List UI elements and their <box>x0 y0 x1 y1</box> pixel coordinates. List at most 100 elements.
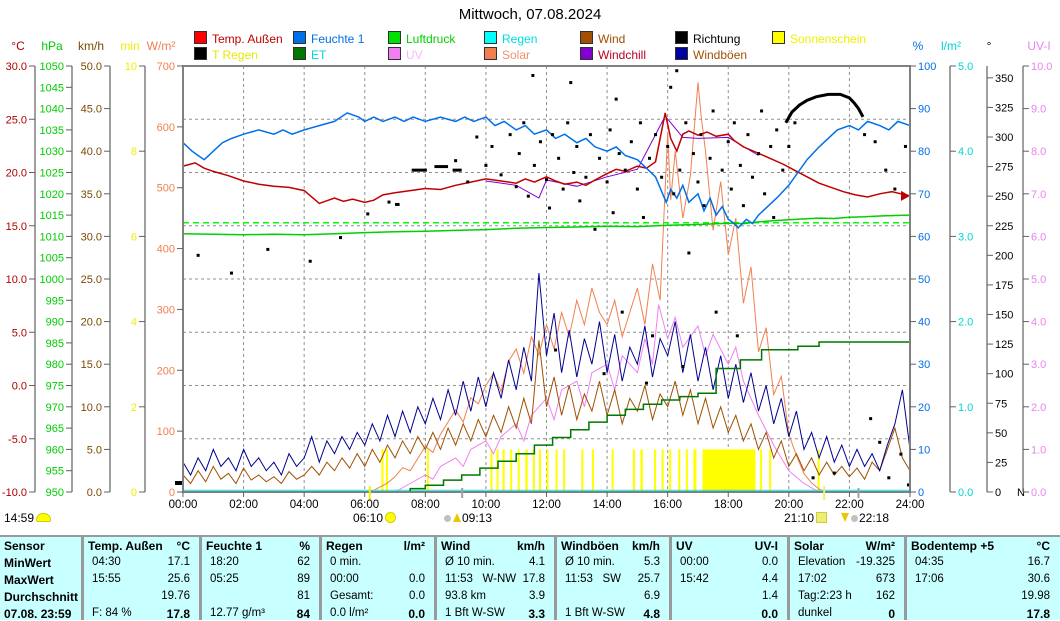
series-windchill <box>485 115 759 199</box>
legend-item: Windchill <box>580 47 646 62</box>
legend-item: Feuchte 1 <box>293 31 364 46</box>
table-cell: MaxWert <box>4 573 54 587</box>
svg-text:35.0: 35.0 <box>81 189 102 201</box>
svg-text:150: 150 <box>995 310 1013 322</box>
table-cell: 12.77 g/m³ <box>210 607 265 619</box>
svg-text:2.0: 2.0 <box>958 317 973 329</box>
table-cell: 0 <box>888 607 895 621</box>
svg-text:40.0: 40.0 <box>81 146 102 158</box>
table-cell: Ø 10 min. <box>445 556 495 568</box>
table-cell: 1 Bft W-SW <box>445 607 505 619</box>
svg-text:l/m²: l/m² <box>941 39 961 53</box>
table-cell: °C <box>1036 539 1050 553</box>
svg-text:1015: 1015 <box>40 210 64 222</box>
svg-text:1.0: 1.0 <box>1031 444 1046 456</box>
svg-text:%: % <box>913 39 924 53</box>
table-cell: 93.8 km <box>445 590 486 602</box>
legend-swatch-icon <box>675 47 688 60</box>
table-cell: 4.1 <box>529 556 545 568</box>
svg-text:0: 0 <box>131 487 137 499</box>
svg-text:500: 500 <box>157 183 175 195</box>
svg-text:30: 30 <box>918 359 930 371</box>
table-cell: 30.6 <box>1027 573 1050 585</box>
svg-text:30.0: 30.0 <box>6 61 27 73</box>
legend-label: Regen <box>502 32 538 46</box>
table-cell: 4.8 <box>643 607 660 621</box>
svg-text:250: 250 <box>995 191 1013 203</box>
svg-text:40: 40 <box>918 317 930 329</box>
table-cell: 05:25 <box>210 573 239 585</box>
svg-text:-10.0: -10.0 <box>2 487 27 499</box>
legend-swatch-icon <box>194 47 207 60</box>
event-time-label: 09:13 <box>462 511 493 525</box>
svg-text:300: 300 <box>995 132 1013 144</box>
svg-text:24:00: 24:00 <box>896 499 925 511</box>
svg-text:10.0: 10.0 <box>6 274 27 286</box>
table-cell: 17.8 <box>166 607 190 621</box>
svg-text:18:00: 18:00 <box>714 499 743 511</box>
svg-text:225: 225 <box>995 221 1013 233</box>
svg-text:50: 50 <box>995 428 1007 440</box>
svg-text:02:00: 02:00 <box>229 499 258 511</box>
moonrise-icon <box>443 511 462 525</box>
table-cell: 17.8 <box>522 573 545 585</box>
table-column-divider <box>199 537 202 620</box>
svg-text:10.0: 10.0 <box>1031 61 1052 73</box>
legend-swatch-icon <box>772 31 785 44</box>
table-cell: 0.0 l/m² <box>330 607 369 619</box>
svg-text:1030: 1030 <box>40 146 64 158</box>
table-cell: F: 84 % <box>92 607 132 619</box>
table-cell: 11:53 W-NW <box>445 573 517 585</box>
gridlines <box>183 66 910 492</box>
legend-item: Windböen <box>675 47 748 62</box>
sunset-icon <box>814 511 829 525</box>
table-cell: 1 Bft W-SW <box>565 607 625 619</box>
event-time-label: 21:10 <box>784 511 815 525</box>
svg-text:1045: 1045 <box>40 82 64 94</box>
svg-text:975: 975 <box>46 381 64 393</box>
table-cell: 00:00 <box>330 573 359 585</box>
weather-chart: °C30.025.020.015.010.05.00.0-5.0-10.0hPa… <box>2 39 1053 511</box>
svg-text:km/h: km/h <box>78 39 104 53</box>
svg-text:90: 90 <box>918 104 930 116</box>
svg-text:3.0: 3.0 <box>958 231 973 243</box>
table-cell: 17:02 <box>798 573 827 585</box>
event-time-label: 06:10 <box>353 511 384 525</box>
svg-text:1025: 1025 <box>40 168 64 180</box>
svg-text:06:00: 06:00 <box>350 499 379 511</box>
svg-text:0: 0 <box>995 487 1001 499</box>
series-et <box>183 341 910 493</box>
legend-swatch-icon <box>484 31 497 44</box>
svg-text:8: 8 <box>131 146 137 158</box>
table-cell: 04:30 <box>92 556 121 568</box>
table-cell: 17:06 <box>915 573 944 585</box>
table-cell: 89 <box>297 573 310 585</box>
legend-label: T Regen <box>212 48 258 62</box>
svg-text:14:00: 14:00 <box>593 499 622 511</box>
table-column-divider <box>787 537 790 620</box>
legend-item: Wind <box>580 31 626 46</box>
legend-label: Windböen <box>693 48 748 62</box>
table-cell: °C <box>176 539 190 553</box>
event-sunset-time: 21:10 <box>784 511 829 525</box>
svg-text:980: 980 <box>46 359 64 371</box>
svg-text:15.0: 15.0 <box>81 359 102 371</box>
svg-text:25.0: 25.0 <box>81 274 102 286</box>
series-sonnenschein <box>381 449 820 492</box>
svg-text:W/m²: W/m² <box>147 39 176 53</box>
svg-text:275: 275 <box>995 162 1013 174</box>
series-end-markers <box>175 190 910 485</box>
svg-text:5.0: 5.0 <box>958 61 973 73</box>
svg-text:50: 50 <box>918 274 930 286</box>
legend-label: Wind <box>598 32 626 46</box>
table-cell: Bodentemp +5 <box>911 539 995 553</box>
svg-text:10.0: 10.0 <box>81 402 102 414</box>
legend-label: UV <box>406 48 423 62</box>
svg-text:00:00: 00:00 <box>169 499 198 511</box>
table-column-divider <box>904 537 907 620</box>
table-cell: 07.08. 23:59 <box>4 607 72 621</box>
svg-text:995: 995 <box>46 295 64 307</box>
table-cell: 6.9 <box>644 590 660 602</box>
table-cell: 25.7 <box>637 573 660 585</box>
svg-text:4: 4 <box>131 317 137 329</box>
